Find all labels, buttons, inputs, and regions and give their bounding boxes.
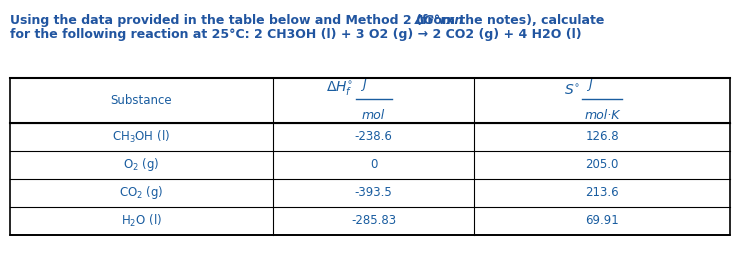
Text: $\Delta H_f^{\circ}$: $\Delta H_f^{\circ}$ (326, 80, 354, 98)
Text: 0: 0 (370, 158, 377, 171)
Text: -238.6: -238.6 (355, 130, 393, 143)
Text: 205.0: 205.0 (585, 158, 619, 171)
Text: Substance: Substance (111, 94, 172, 107)
Text: mol: mol (362, 109, 385, 122)
Text: CH$_3$OH (l): CH$_3$OH (l) (112, 129, 171, 145)
Text: CO$_2$ (g): CO$_2$ (g) (119, 184, 164, 201)
Text: H$_2$O (l): H$_2$O (l) (121, 213, 162, 229)
Text: ΔG°rxn: ΔG°rxn (415, 14, 464, 27)
Text: 69.91: 69.91 (585, 214, 619, 227)
Text: $S^{\circ}$: $S^{\circ}$ (564, 84, 580, 98)
Bar (10, 78, 730, 235)
Text: J: J (588, 78, 592, 91)
Text: 126.8: 126.8 (585, 130, 619, 143)
Text: -285.83: -285.83 (351, 214, 396, 227)
Text: for the following reaction at 25°C: 2 CH3OH (l) + 3 O2 (g) → 2 CO2 (g) + 4 H2O (: for the following reaction at 25°C: 2 CH… (10, 28, 582, 41)
Text: -393.5: -393.5 (355, 186, 393, 199)
Text: J: J (362, 78, 366, 91)
Text: 213.6: 213.6 (585, 186, 619, 199)
Text: Using the data provided in the table below and Method 2 (from the notes), calcul: Using the data provided in the table bel… (10, 14, 608, 27)
Text: O$_2$ (g): O$_2$ (g) (123, 156, 160, 173)
Text: mol·K: mol·K (585, 109, 620, 122)
